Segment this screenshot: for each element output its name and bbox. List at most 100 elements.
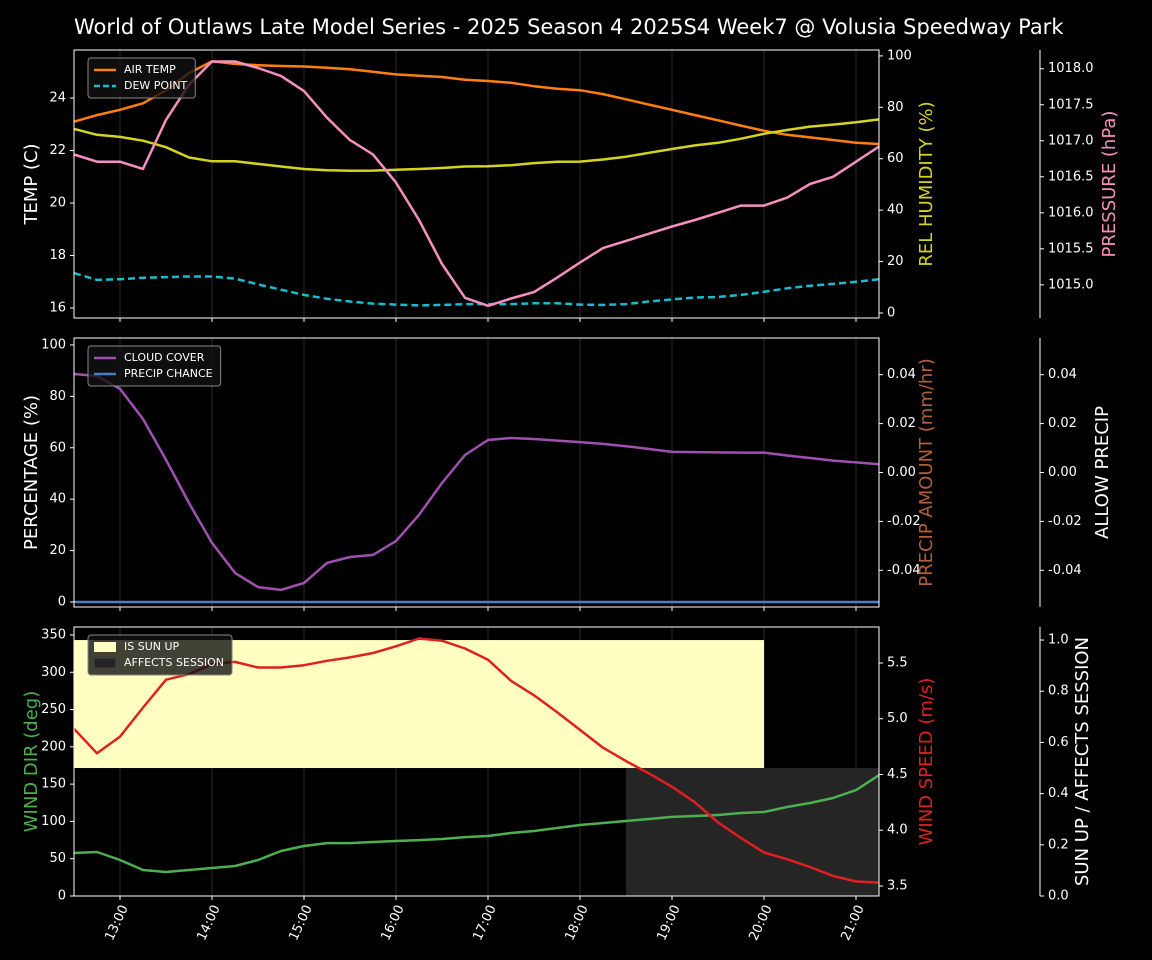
y3-tick-label: -0.04 [1048,563,1082,578]
bar [350,640,373,769]
bar [603,640,626,769]
y2-axis-label: WIND SPEED (m/s) [916,678,937,846]
bar [281,640,304,769]
y-tick-label: 16 [49,301,66,316]
x-tick-label: 20:00 [746,903,775,943]
bar [833,768,856,896]
y-tick-label: 350 [41,627,66,642]
legend-label: CLOUD COVER [124,351,205,364]
x-tick-label: 19:00 [654,903,683,943]
legend-swatch [93,657,117,669]
y3-tick-label: 1017.5 [1048,97,1094,112]
legend-label: DEW POINT [124,79,188,92]
y2-tick-label: 5.0 [887,711,908,726]
bar [672,768,695,896]
y2-tick-label: 80 [887,100,904,115]
bar [235,640,258,769]
y3-tick-label: 1015.0 [1048,277,1094,292]
bar [488,640,511,769]
y-tick-label: 22 [49,143,66,158]
bar [695,768,718,896]
bar [327,640,350,769]
bar [741,640,764,769]
y3-tick-label: 0.2 [1048,837,1069,852]
legend-label: AFFECTS SESSION [124,656,224,669]
y-tick-label: 0 [58,889,66,904]
bar [396,640,419,769]
y3-tick-label: 1015.5 [1048,241,1094,256]
y2-tick-label: 5.5 [887,656,908,671]
x-tick-label: 17:00 [470,903,499,943]
legend-label: IS SUN UP [124,640,180,653]
bar [856,768,879,896]
bar [787,768,810,896]
bar [741,768,764,896]
bar [695,640,718,769]
bar [764,768,787,896]
y-tick-label: 20 [49,196,66,211]
y3-tick-label: 0.8 [1048,684,1069,699]
y2-axis-label: REL HUMIDITY (%) [916,101,937,266]
legend-box [87,57,196,99]
y3-tick-label: 0.00 [1048,465,1077,480]
series-line [73,774,880,874]
y-tick-label: 18 [49,248,66,263]
legend-swatch [94,642,116,652]
y-tick-label: 100 [41,337,66,352]
y3-tick-label: 0.0 [1048,889,1069,904]
y-tick-label: 60 [49,440,66,455]
x-tick-label: 18:00 [562,903,591,943]
plot-frame [73,626,880,897]
bar [419,640,442,769]
bar [580,640,603,769]
y3-tick-label: 1016.5 [1048,169,1094,184]
y2-tick-label: 3.5 [887,878,908,893]
bar [465,640,488,769]
y-tick-label: 250 [41,702,66,717]
bar [373,640,396,769]
y3-tick-label: -0.02 [1048,514,1082,529]
bar [557,640,580,769]
x-tick-label: 21:00 [838,903,867,943]
y2-tick-label: 0.04 [887,367,916,382]
y-axis-label: PERCENTAGE (%) [21,395,42,550]
y2-tick-label: -0.02 [887,514,921,529]
bar [649,768,672,896]
y-tick-label: 100 [41,814,66,829]
y-axis-label: WIND DIR (deg) [21,691,42,833]
y3-axis-label: ALLOW PRECIP [1092,406,1113,539]
y-tick-label: 24 [49,91,66,106]
y2-tick-label: 4.5 [887,767,908,782]
y3-axis-label: SUN UP / AFFECTS SESSION [1072,637,1093,886]
legend: CLOUD COVER PRECIP CHANCE [87,345,222,387]
y3-tick-label: 0.02 [1048,416,1077,431]
legend-box [87,634,233,676]
y2-tick-label: 0.02 [887,416,916,431]
y3-tick-label: 1018.0 [1048,61,1094,76]
y-tick-label: 150 [41,777,66,792]
y-tick-label: 0 [58,594,66,609]
bar [304,640,327,769]
y2-tick-label: 0 [887,305,895,320]
legend: IS SUN UP AFFECTS SESSION [87,634,233,676]
y3-tick-label: 1016.0 [1048,205,1094,220]
y2-tick-label: 0.00 [887,465,916,480]
x-tick-label: 14:00 [194,903,223,943]
legend-label: PRECIP CHANCE [124,367,213,380]
y3-axis-label: PRESSURE (hPa) [1099,111,1120,258]
series-line [73,271,880,307]
x-tick-label: 13:00 [102,903,131,943]
bar [718,640,741,769]
bar [626,640,649,769]
bar [626,768,649,896]
y3-tick-label: 0.4 [1048,786,1069,801]
y3-tick-label: 1.0 [1048,633,1069,648]
y2-tick-label: -0.04 [887,563,921,578]
bar [442,640,465,769]
bar [810,768,833,896]
chart-title: World of Outlaws Late Model Series - 202… [74,15,1064,39]
y-axis-label: TEMP (C) [21,143,42,225]
bar [258,640,281,769]
y2-tick-label: 100 [887,48,912,63]
y2-tick-label: 60 [887,151,904,166]
